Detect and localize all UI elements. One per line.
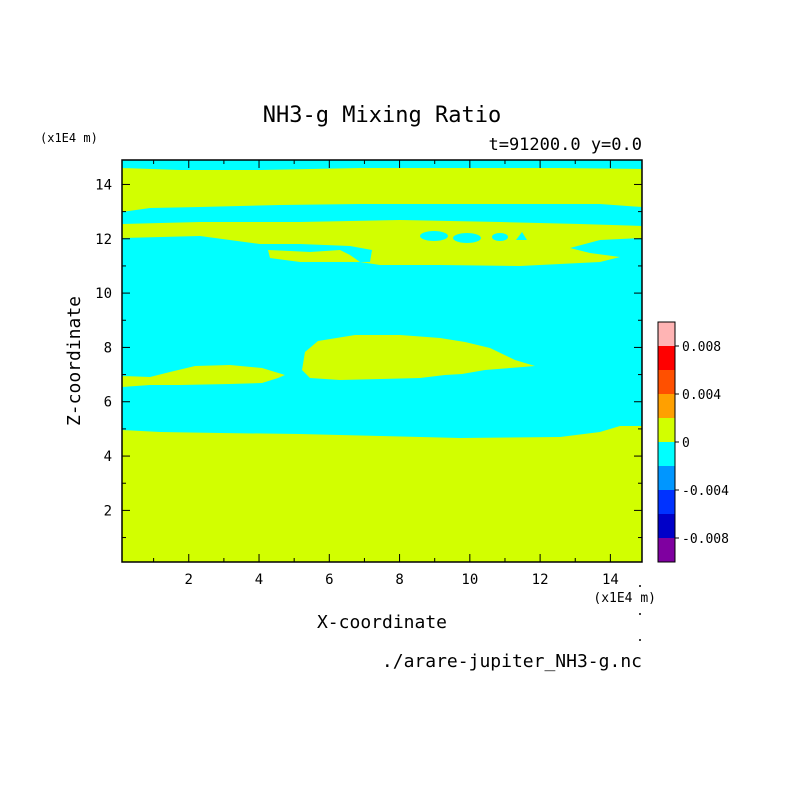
axes: 2 4 6 8 10 12 14 2 4 6 8 10 12 14 <box>95 159 643 588</box>
colorbar-swatch <box>658 418 675 442</box>
decor-dot-1 <box>639 585 641 587</box>
contour-region-top-band <box>122 168 642 212</box>
colorbar-tick-label: 0.008 <box>682 340 721 355</box>
x-tick-label: 4 <box>255 572 263 588</box>
contour-hole-1 <box>420 231 448 241</box>
y-unit-label: (x1E4 m) <box>40 131 98 145</box>
decor-dot-2 <box>639 613 641 615</box>
contour-hole-2 <box>453 233 481 243</box>
colorbar-swatch <box>658 490 675 514</box>
y-tick-label: 2 <box>104 503 112 519</box>
contour-hole-4 <box>516 232 527 240</box>
colorbar-swatch <box>658 466 675 490</box>
x-tick-label: 14 <box>602 572 619 588</box>
contour-hole-3 <box>492 233 508 241</box>
y-tick-label: 12 <box>95 232 112 248</box>
plot-area <box>122 160 642 562</box>
colorbar-swatch <box>658 394 675 418</box>
x-axis-label: X-coordinate <box>317 612 447 633</box>
x-tick-label: 8 <box>395 572 403 588</box>
contour-region-lower <box>122 426 642 562</box>
y-tick-label: 10 <box>95 286 112 302</box>
x-tick-label: 10 <box>461 572 478 588</box>
y-tick-label: 8 <box>104 340 112 356</box>
colorbar-tick-label: 0.004 <box>682 388 721 403</box>
colorbar-swatch <box>658 538 675 562</box>
colorbar-tick-label: -0.004 <box>682 484 729 499</box>
colorbar-swatch <box>658 322 675 346</box>
colorbar-swatch <box>658 346 675 370</box>
source-file-label: ./arare-jupiter_NH3-g.nc <box>382 651 642 672</box>
y-tick-label: 4 <box>104 449 112 465</box>
colorbar-swatch <box>658 370 675 394</box>
y-axis-label: Z-coordinate <box>64 296 85 426</box>
contour-region-upper-band <box>122 220 642 266</box>
x-unit-label: (x1E4 m) <box>593 591 656 606</box>
x-tick-label: 12 <box>532 572 549 588</box>
contour-region-left-patch <box>122 365 285 387</box>
chart-title: NH3-g Mixing Ratio <box>263 103 501 128</box>
x-tick-label: 6 <box>325 572 333 588</box>
plot-frame <box>121 159 643 563</box>
contour-region-center-patch <box>302 335 535 380</box>
colorbar-swatch <box>658 514 675 538</box>
colorbar-tick-label: -0.008 <box>682 532 729 547</box>
colorbar: 0.008 0.004 0 -0.004 -0.008 <box>657 321 729 563</box>
chart-subtitle: t=91200.0 y=0.0 <box>488 135 642 155</box>
colorbar-tick-label: 0 <box>682 436 690 451</box>
colorbar-swatch <box>658 442 675 466</box>
x-tick-label: 2 <box>185 572 193 588</box>
y-tick-label: 14 <box>95 177 112 193</box>
y-tick-label: 6 <box>104 395 112 411</box>
decor-dot-3 <box>639 639 641 641</box>
